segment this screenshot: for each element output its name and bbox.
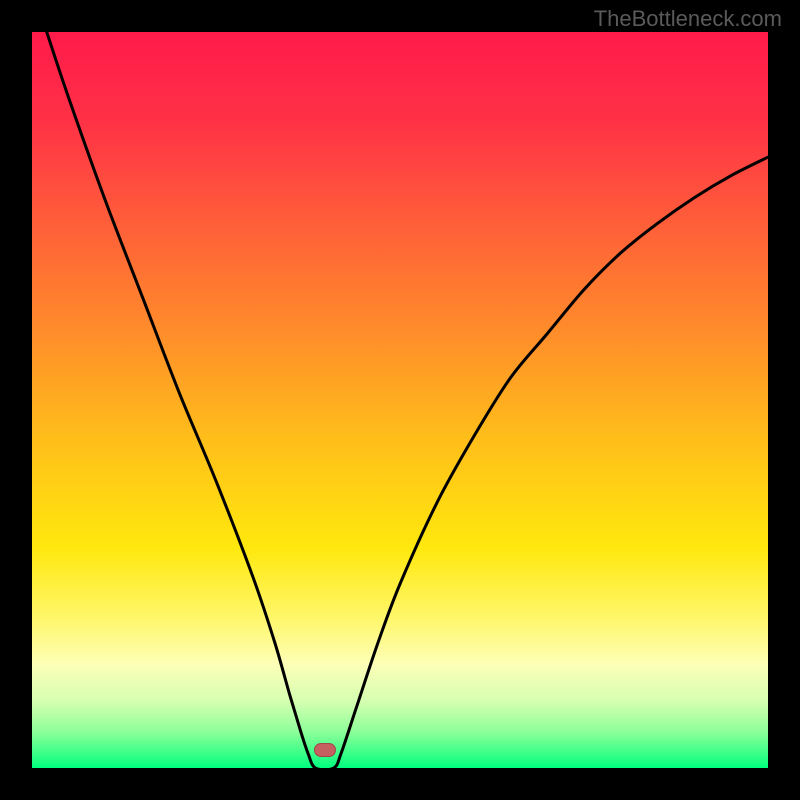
minimum-marker (314, 743, 336, 757)
plot-area (32, 32, 768, 768)
chart-container (0, 0, 800, 800)
bottleneck-curve (47, 32, 768, 768)
chart-svg (32, 32, 768, 768)
watermark-text: TheBottleneck.com (594, 6, 782, 32)
